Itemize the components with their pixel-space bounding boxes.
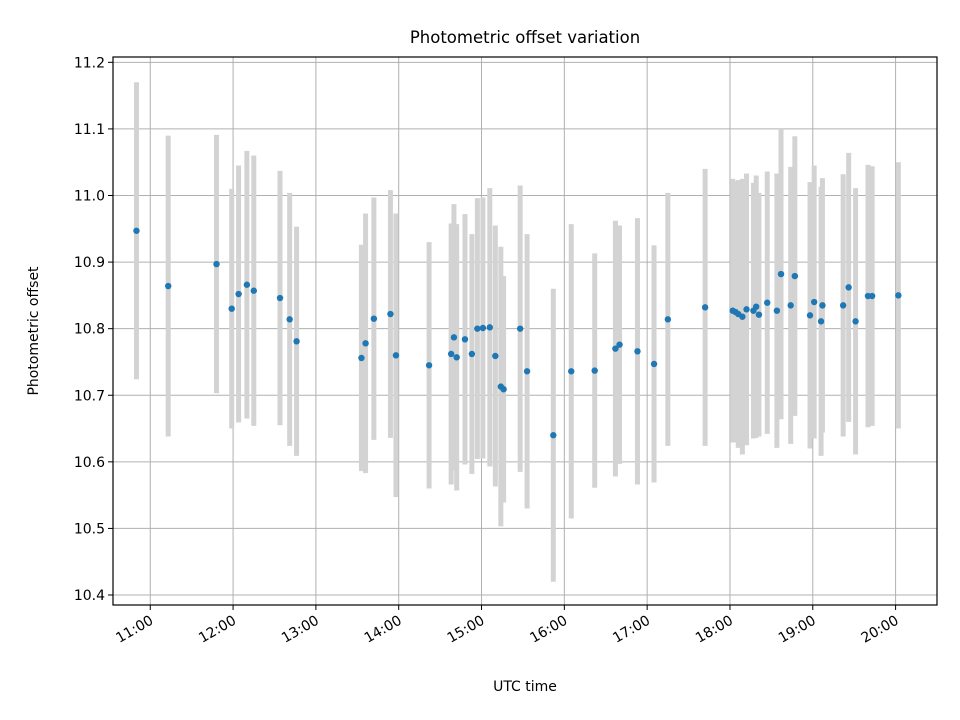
data-point [425,362,433,369]
data-point [612,345,619,352]
data-point [868,292,876,300]
data-point [777,270,785,278]
data-point [739,313,746,320]
data-point [523,368,531,375]
y-tick-label: 10.6 [74,455,105,471]
chart-title: Photometric offset variation [410,28,640,47]
data-point [461,336,469,343]
data-point [852,318,859,325]
data-point [133,227,140,234]
data-point [895,292,902,299]
y-tick-label: 10.4 [74,588,105,604]
data-point [773,307,781,314]
y-tick-label: 11.2 [74,55,105,71]
data-point [819,302,826,309]
data-point [293,338,300,345]
data-point [791,272,799,280]
data-point [468,350,476,358]
data-point [787,302,794,309]
data-point [474,325,481,332]
data-point [486,324,494,331]
data-point [817,318,825,325]
y-tick-label: 11.1 [74,122,105,138]
data-point [479,324,487,332]
data-point [516,325,524,332]
data-point [550,432,557,439]
data-point [764,299,771,306]
data-point [616,341,623,348]
data-point [701,304,709,311]
data-point [839,302,847,309]
data-point [228,305,235,312]
data-point [450,334,458,341]
data-point [591,367,598,374]
data-point [447,350,455,358]
data-point [743,306,750,313]
data-points [133,227,902,439]
data-point [362,340,369,347]
y-tick-label: 10.7 [74,388,105,404]
data-point [845,284,852,291]
y-axis-ticks: 10.4 10.5 10.6 10.7 10.8 10.9 11.0 11.1 11.2 [74,55,113,604]
data-point [250,287,257,294]
data-point [165,282,172,290]
data-point [752,303,760,310]
data-point [568,368,575,375]
y-tick-label: 10.5 [74,521,105,537]
plot-frame [112,56,938,606]
data-point [370,315,378,322]
data-point [392,352,400,359]
data-point [755,311,763,318]
data-point [634,348,641,355]
y-tick-label: 11.0 [74,188,105,204]
y-tick-label: 10.8 [74,322,105,338]
data-point [387,310,394,318]
data-point [358,354,365,362]
data-point [276,294,284,302]
data-point [664,316,672,323]
data-point [235,290,242,298]
data-point [243,281,251,288]
data-point [810,298,818,306]
data-point [492,352,499,360]
data-point [453,354,460,361]
data-point [650,360,658,368]
data-point [213,260,220,268]
data-point [286,316,293,323]
data-point [806,312,814,319]
x-axis-label: UTC time [493,679,557,695]
y-tick-label: 10.9 [74,255,105,271]
data-point [500,386,507,393]
y-axis-label: Photometric offset [26,266,42,396]
